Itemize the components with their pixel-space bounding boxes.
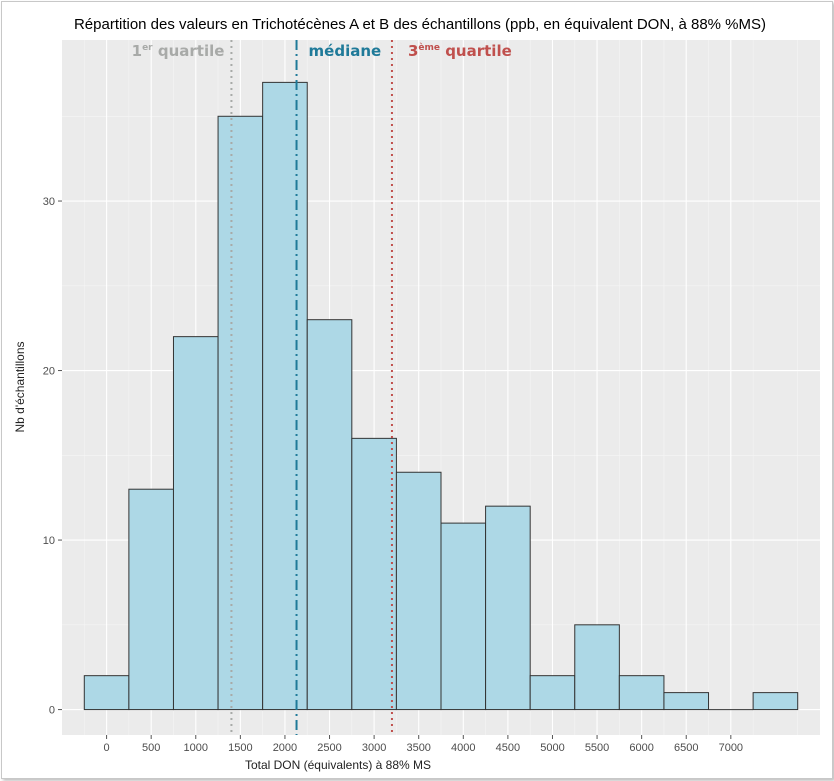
reference-line-label: 1er quartile (132, 42, 225, 60)
x-tick-label: 4500 (496, 742, 520, 754)
histogram-bar (574, 624, 620, 711)
histogram-bar (262, 81, 308, 711)
x-tick-label: 3000 (362, 742, 386, 754)
x-tick-label: 2000 (273, 742, 297, 754)
x-tick-label: 1000 (184, 742, 208, 754)
x-axis-ticks: 0 500 1000 1500 2000 2500 3000 3500 4000 4500 5000… (104, 735, 743, 754)
y-axis-ticks: 0 10 20 30 (43, 196, 62, 717)
histogram-bar (351, 437, 397, 711)
histogram-bar (172, 336, 219, 711)
y-tick-label: 20 (43, 366, 55, 378)
histogram-bar (440, 522, 487, 711)
x-tick-label: 6000 (629, 742, 653, 754)
x-tick-label: 4000 (451, 742, 475, 754)
x-tick-label: 6500 (674, 742, 698, 754)
y-tick-label: 10 (43, 535, 55, 547)
x-tick-label: 5500 (585, 742, 609, 754)
x-tick-label: 3500 (406, 742, 430, 754)
x-tick-label: 7000 (719, 742, 743, 754)
x-tick-label: 500 (142, 742, 160, 754)
chart-title: Répartition des valeurs en Trichotécènes… (74, 16, 766, 33)
histogram-bar (217, 115, 264, 711)
histogram-bars (83, 81, 799, 711)
reference-line-label: médiane (309, 42, 382, 60)
y-axis-title: Nb d'échantillons (13, 341, 27, 432)
histogram-bar (618, 675, 665, 711)
histogram-bar (485, 505, 531, 711)
histogram-bar (663, 692, 710, 711)
reference-labels: 1er quartile médiane 3ème quartile (132, 42, 512, 60)
x-tick-label: 5000 (540, 742, 564, 754)
histogram-bar (83, 675, 130, 711)
y-tick-label: 0 (49, 705, 55, 717)
histogram-bar (529, 675, 576, 711)
x-tick-label: 2500 (317, 742, 341, 754)
x-tick-label: 1500 (228, 742, 252, 754)
reference-line-label: 3ème quartile (408, 42, 512, 60)
x-axis-title: Total DON (équivalents) à 88% MS (245, 758, 431, 772)
y-tick-label: 30 (43, 196, 55, 208)
histogram-bar (395, 471, 442, 711)
histogram-bar (128, 488, 174, 711)
x-tick-label: 0 (104, 742, 110, 754)
reference-lines (230, 40, 393, 735)
histogram-bar (752, 692, 799, 711)
histogram-bar (306, 319, 353, 711)
